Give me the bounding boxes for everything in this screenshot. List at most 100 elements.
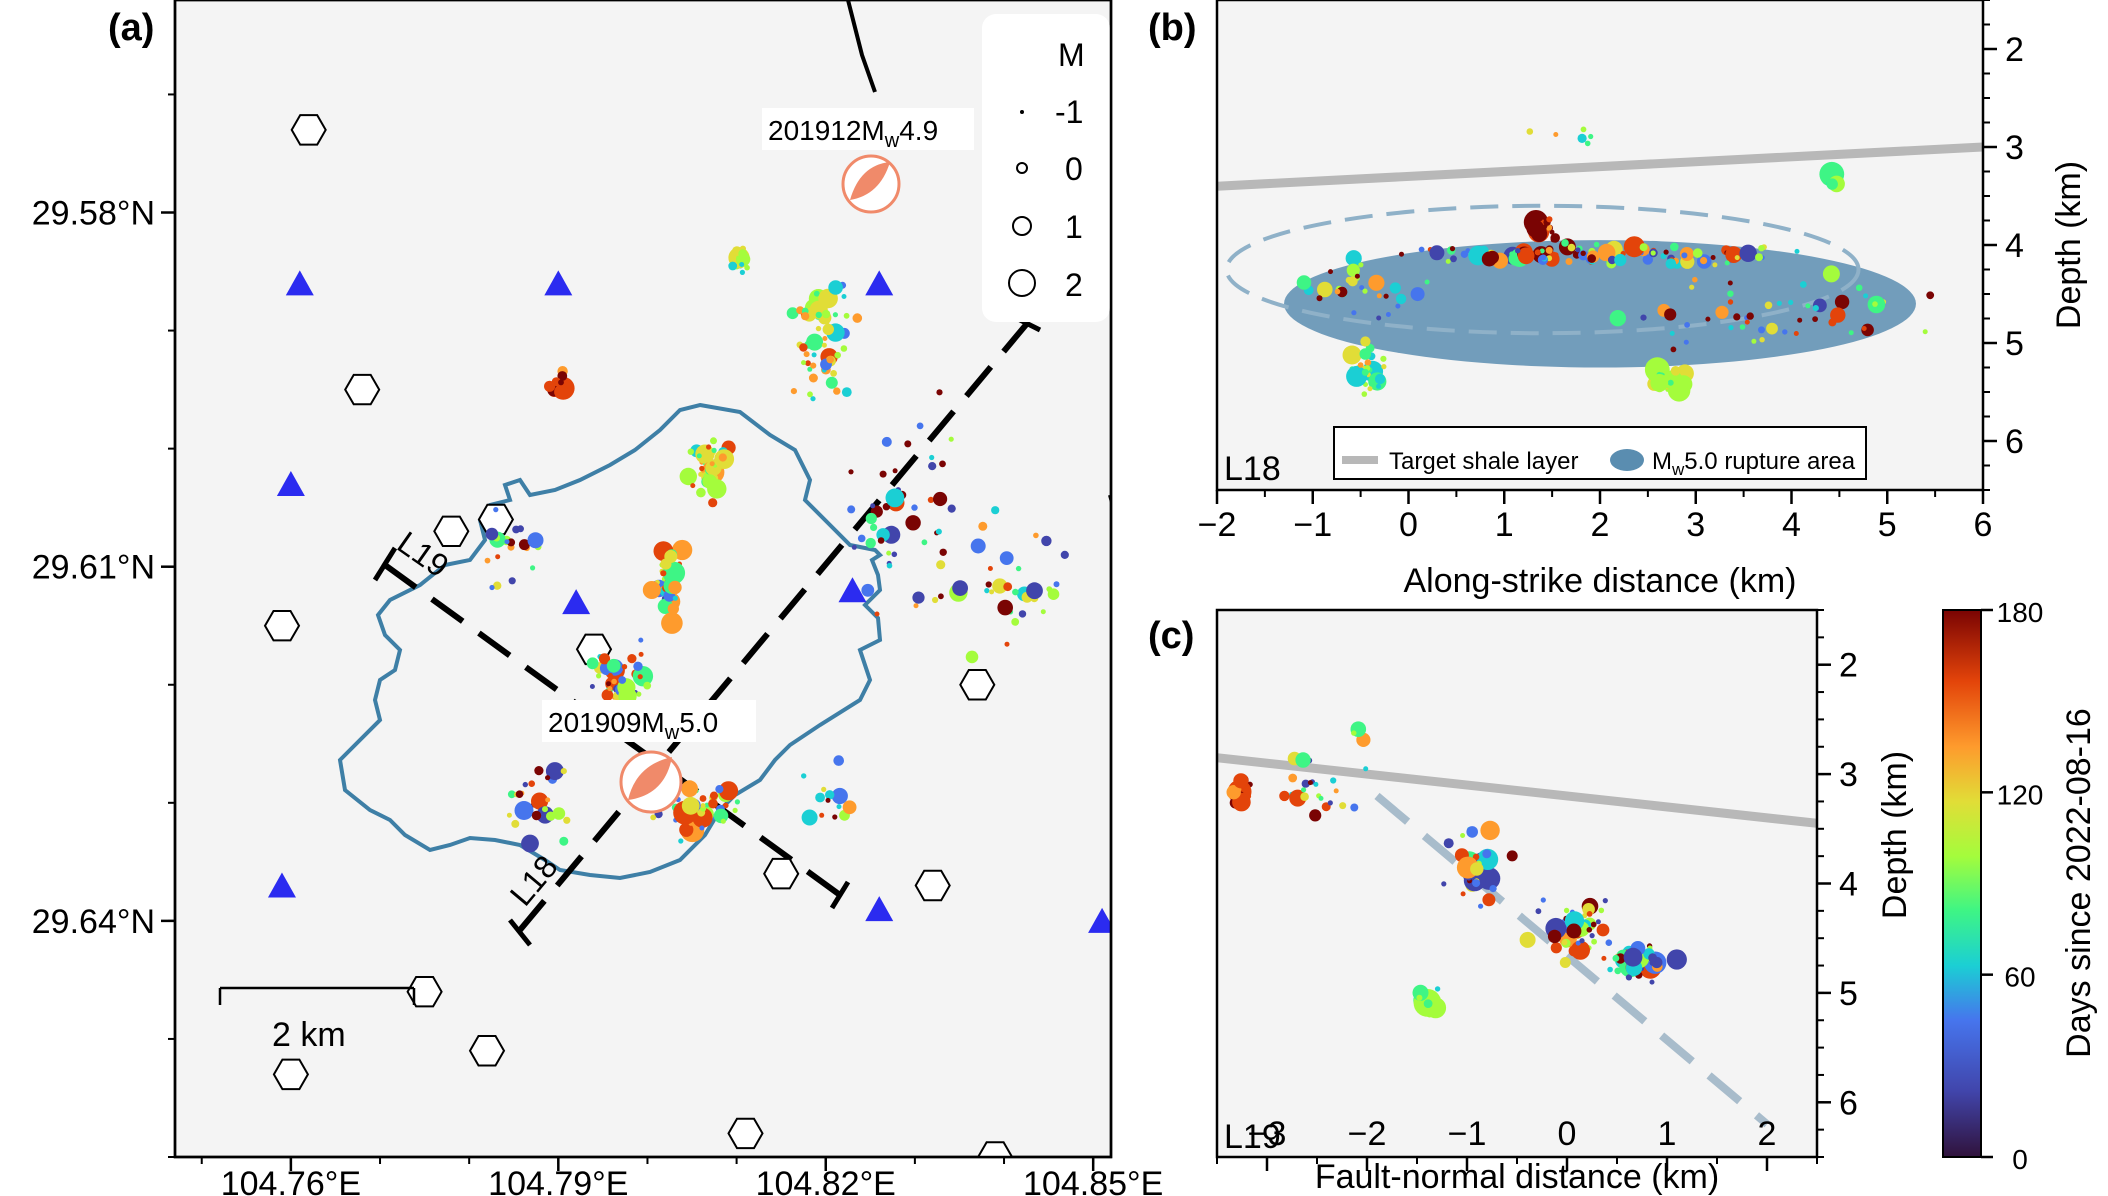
- earthquake-map: [1060, 550, 1069, 560]
- earthquake-section: [1670, 242, 1679, 252]
- earthquake-map: [596, 673, 602, 679]
- earthquake-section: [1670, 346, 1677, 353]
- earthquake-map: [936, 389, 943, 396]
- colorbar-tick-label: 120: [1997, 779, 2044, 810]
- earthquake-map: [527, 532, 544, 549]
- earthquake-section: [1350, 803, 1359, 812]
- earthquake-section: [1410, 287, 1425, 302]
- earthquake-section: [1689, 284, 1695, 290]
- earthquake-map: [815, 792, 825, 803]
- earthquake-section: [1565, 258, 1573, 265]
- earthquake-section: [1607, 966, 1613, 973]
- x-tick-label: 1: [1495, 506, 1514, 544]
- lon-tick-label: 104.85°E: [1023, 1165, 1163, 1196]
- earthquake-map: [809, 336, 815, 341]
- earthquake-section: [1441, 881, 1447, 887]
- station-hexagon: [477, 503, 515, 536]
- profile-l18: [517, 318, 1033, 932]
- y-tick-label: 4: [2005, 227, 2024, 265]
- earthquake-map: [947, 504, 956, 513]
- earthquake-map: [696, 453, 702, 459]
- earthquake-map: [702, 474, 717, 489]
- panel-c-x-axis: −3 −2 −1 0 1 2: [1216, 1115, 1818, 1171]
- earthquake-section: [1586, 911, 1593, 917]
- earthquake-section: [1279, 790, 1290, 802]
- earthquake-map: [606, 681, 611, 687]
- earthquake-map: [857, 534, 866, 543]
- earthquake-section: [1309, 809, 1322, 822]
- earthquake-section: [1788, 299, 1794, 305]
- earthquake-section: [1805, 303, 1811, 309]
- earthquake-section: [1734, 255, 1740, 261]
- earthquake-map: [813, 290, 820, 297]
- earthquake-map: [718, 781, 739, 801]
- earthquake-map: [832, 312, 839, 318]
- earthquake-map: [698, 471, 704, 477]
- earthquake-map: [545, 797, 551, 803]
- earthquake-map: [824, 319, 830, 325]
- earthquake-section: [1665, 258, 1677, 270]
- earthquake-map: [542, 806, 548, 813]
- earthquake-section: [1793, 331, 1799, 336]
- earthquake-section: [1374, 373, 1386, 385]
- earthquake-section: [1550, 236, 1557, 243]
- legend-label-m1: 1: [1065, 209, 1083, 245]
- station-triangle: [285, 270, 314, 296]
- earthquake-section: [1670, 366, 1681, 376]
- earthquake-section: [1797, 317, 1803, 323]
- earthquake-map: [830, 370, 837, 377]
- earthquake-map: [706, 444, 712, 450]
- earthquake-section: [1345, 276, 1353, 284]
- earthquake-section: [1580, 126, 1587, 133]
- earthquake-map: [528, 780, 535, 787]
- magnitude-legend: M -1 0 1 2: [982, 14, 1110, 322]
- earthquake-section: [1614, 253, 1627, 267]
- earthquake-section: [1587, 254, 1596, 263]
- earthquake-section: [1460, 891, 1466, 897]
- earthquake-section: [1362, 288, 1368, 294]
- earthquake-map: [938, 593, 944, 600]
- earthquake-map: [607, 673, 613, 678]
- earthquake-section: [1526, 219, 1545, 238]
- earthquake-map: [848, 469, 854, 475]
- y-tick-label: 2: [2005, 31, 2024, 69]
- earthquake-section: [1424, 279, 1430, 285]
- y-tick-label: 2: [1839, 647, 1858, 685]
- x-tick-label: −2: [1348, 1115, 1387, 1153]
- earthquake-map: [999, 551, 1014, 565]
- earthquake-map: [709, 461, 715, 467]
- earthquake-map: [841, 294, 847, 299]
- earthquake-section: [1376, 383, 1381, 389]
- earthquake-section: [1363, 766, 1369, 772]
- earthquake-map: [933, 491, 948, 507]
- earthquake-section: [1385, 312, 1391, 317]
- earthquake-map: [678, 838, 684, 844]
- earthquake-map: [825, 790, 835, 800]
- legend-rupture-symbol: [1610, 449, 1644, 471]
- earthquake-section: [1443, 838, 1454, 849]
- earthquake-section: [1339, 802, 1347, 810]
- earthquake-section: [1553, 132, 1559, 137]
- earthquake-map: [882, 503, 891, 511]
- earthquake-section: [1664, 308, 1677, 321]
- earthquake-map: [935, 528, 942, 535]
- profile-l19-end-left: [372, 546, 398, 582]
- earthquake-map: [515, 790, 524, 798]
- earthquake-map: [877, 537, 885, 544]
- rupture-area-ellipse: [1284, 240, 1916, 368]
- earthquake-section: [1727, 280, 1733, 286]
- x-tick-label: 5: [1878, 506, 1897, 544]
- earthquake-section: [1361, 368, 1369, 376]
- panel-a-lon-axis: 104.76°E 104.79°E 104.82°E 104.85°E: [200, 1157, 1163, 1196]
- station-hexagon: [763, 857, 800, 890]
- profile-l18-end-bottom: [508, 918, 532, 947]
- earthquake-section: [1540, 254, 1547, 261]
- earthquake-section: [1812, 316, 1818, 322]
- earthquake-section: [1399, 251, 1404, 257]
- earthquake-map: [618, 676, 627, 684]
- earthquake-map: [681, 780, 698, 798]
- earthquake-map: [808, 373, 818, 383]
- earthquake-section: [1700, 257, 1708, 265]
- earthquake-map: [992, 578, 1008, 594]
- earthquake-map: [841, 387, 852, 397]
